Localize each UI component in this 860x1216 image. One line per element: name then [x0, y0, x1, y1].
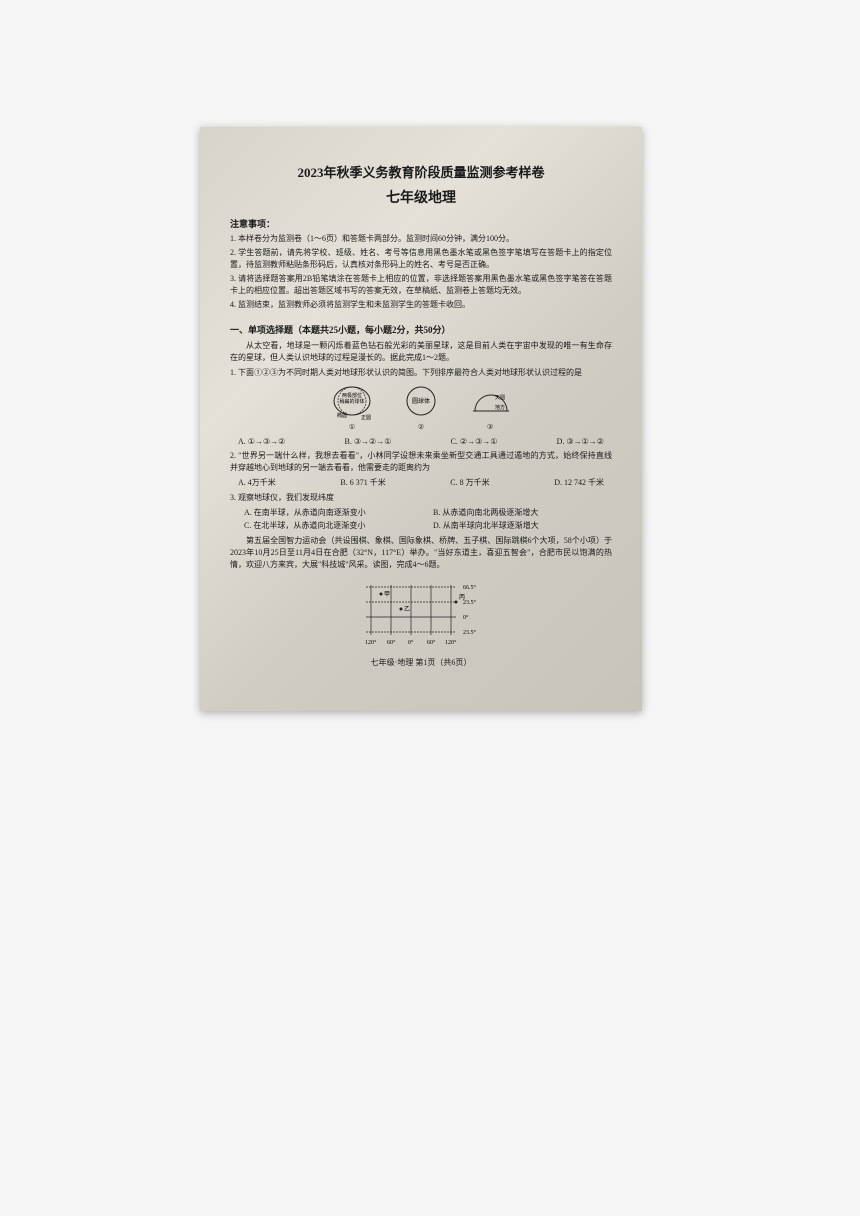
- notice-item-1: 1. 本样卷分为监测卷（1～6页）和答题卡两部分。监测时间60分钟，满分100分…: [230, 233, 612, 245]
- page-footer: 七年级·地理 第1页（共6页）: [230, 657, 612, 668]
- q2-opt-b: B. 6 371 千米: [340, 477, 385, 488]
- svg-text:120°: 120°: [445, 639, 457, 646]
- q1-opt-d: D. ③→①→②: [557, 437, 604, 446]
- notice-item-4: 4. 监测结束，监测教师必须将监测学生和未监测学生的答题卡收回。: [230, 299, 612, 311]
- question-1: 1. 下面①②③为不同时期人类对地球形状认识的简图。下列排序最符合人类对地球形状…: [230, 367, 612, 379]
- svg-text:两极部位: 两极部位: [342, 392, 362, 399]
- svg-text:23.5°: 23.5°: [463, 629, 477, 636]
- notice-item-3: 3. 请将选择题答案用2B铅笔填涂在答题卡上相应的位置，非选择题答案用黑色墨水笔…: [230, 273, 612, 297]
- q3-opt-b: B. 从赤道向南北两极逐渐增大: [433, 507, 612, 518]
- svg-text:天圆: 天圆: [495, 395, 505, 401]
- q3-options: A. 在南半球，从赤道向南逐渐变小 B. 从赤道向南北两极逐渐增大 C. 在北半…: [230, 507, 612, 531]
- diagram-2-label: ②: [418, 423, 424, 431]
- ellipse-icon: 两极部位 稍扁的球体 椭圆 正圆: [331, 385, 373, 421]
- q1-opt-c: C. ②→③→①: [451, 437, 498, 446]
- title-sub: 七年级地理: [230, 187, 612, 207]
- svg-text:60°: 60°: [387, 639, 396, 646]
- svg-text:椭圆: 椭圆: [337, 412, 347, 419]
- q1-opt-a: A. ①→③→②: [238, 437, 285, 446]
- diagram-3: 天圆 地方 ③: [469, 385, 511, 431]
- notice-item-2: 2. 学生答题前，请先将学校、班级、姓名、考号等信息用黑色墨水笔或黑色签字笔填写…: [230, 247, 612, 271]
- svg-text:圆球体: 圆球体: [412, 397, 430, 405]
- q2-opt-a: A. 4万千米: [238, 477, 276, 488]
- section-intro: 从太空看，地球是一颗闪烁着蓝色钻石般光彩的美丽星球，这是目前人类在宇宙中发现的唯…: [230, 340, 612, 364]
- svg-text:60°: 60°: [427, 639, 436, 646]
- svg-text:0°: 0°: [408, 639, 414, 646]
- notice-header: 注意事项：: [230, 217, 612, 230]
- q1-diagrams: 两极部位 稍扁的球体 椭圆 正圆 ① 圆球体 ② 天圆 地方 ③: [230, 385, 612, 431]
- section-header: 一、单项选择题（本题共25小题，每小题2分，共50分）: [230, 323, 612, 336]
- svg-text:120°: 120°: [365, 639, 377, 646]
- q1-options: A. ①→③→② B. ③→②→① C. ②→③→① D. ③→①→②: [230, 437, 612, 446]
- q2-opt-d: D. 12 742 千米: [554, 477, 604, 488]
- question-2: 2. "世界另一端什么样，我想去看看"，小林同学设想未来乘坐新型交通工具通过遁地…: [230, 450, 612, 474]
- exam-page: 2023年秋季义务教育阶段质量监测参考样卷 七年级地理 注意事项： 1. 本样卷…: [200, 127, 642, 711]
- q3-opt-d: D. 从南半球向北半球逐渐增大: [433, 520, 612, 531]
- svg-text:地方: 地方: [495, 404, 505, 411]
- title-main: 2023年秋季义务教育阶段质量监测参考样卷: [230, 162, 612, 181]
- diagram-2: 圆球体 ②: [403, 385, 439, 431]
- svg-text:正圆: 正圆: [361, 415, 371, 421]
- circle-icon: 圆球体: [403, 385, 439, 421]
- svg-text:23.5°: 23.5°: [463, 599, 477, 606]
- svg-text:66.5°: 66.5°: [463, 584, 477, 591]
- grid-map-icon: 甲 乙 丙 66.5° 23.5° 0° 23.5° 120° 60° 0° 6…: [351, 577, 491, 647]
- svg-text:稍扁的球体: 稍扁的球体: [339, 398, 364, 405]
- q3-opt-a: A. 在南半球，从赤道向南逐渐变小: [244, 507, 423, 518]
- q1-opt-b: B. ③→②→①: [345, 437, 392, 446]
- svg-text:0°: 0°: [463, 614, 469, 621]
- diagram-1-label: ①: [349, 423, 355, 431]
- map-diagram: 甲 乙 丙 66.5° 23.5° 0° 23.5° 120° 60° 0° 6…: [230, 577, 612, 647]
- diagram-1: 两极部位 稍扁的球体 椭圆 正圆 ①: [331, 385, 373, 431]
- q2-options: A. 4万千米 B. 6 371 千米 C. 8 万千米 D. 12 742 千…: [230, 477, 612, 488]
- context-2: 第五届全国智力运动会（共设围棋、象棋、国际象棋、桥牌、五子棋、国际跳棋6个大项，…: [230, 535, 612, 571]
- question-3: 3. 观察地球仪，我们发现纬度: [230, 492, 612, 504]
- q2-opt-c: C. 8 万千米: [450, 477, 489, 488]
- svg-text:甲: 甲: [384, 591, 390, 598]
- diagram-3-label: ③: [487, 423, 493, 431]
- q3-opt-c: C. 在北半球，从赤道向北逐渐变小: [244, 520, 423, 531]
- svg-text:乙: 乙: [404, 606, 410, 613]
- dome-icon: 天圆 地方: [469, 385, 511, 421]
